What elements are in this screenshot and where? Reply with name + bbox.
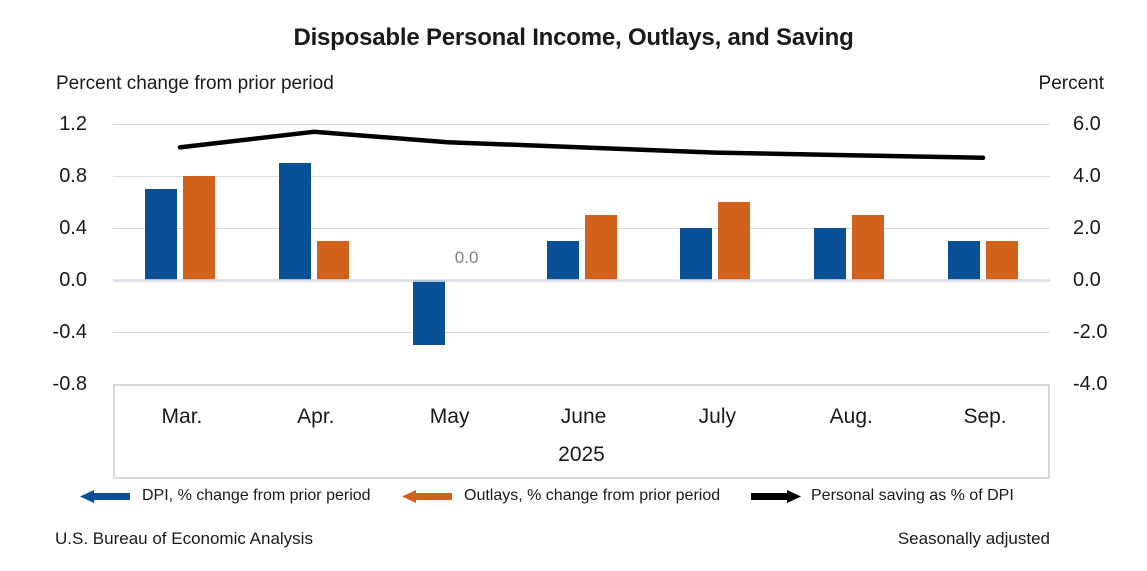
outlays-bar	[584, 215, 617, 280]
left-axis-tick: 0.8	[59, 165, 87, 187]
x-axis-tick-label: Mar.	[161, 405, 203, 428]
grid-line	[113, 123, 1050, 125]
right-axis-tick: 4.0	[1073, 165, 1101, 187]
zero-value-annotation: 0.0	[454, 248, 479, 267]
left-axis-tick: 0.0	[59, 269, 87, 291]
dpi-bar	[546, 241, 579, 280]
saving-line	[177, 129, 986, 161]
plot-area: 0.0	[113, 123, 1050, 385]
x-axis-tick-label: July	[698, 405, 737, 428]
dpi-bar	[278, 163, 311, 280]
x-axis-tick-label: Sep.	[963, 405, 1007, 428]
left-axis-title: Percent change from prior period	[56, 73, 334, 94]
right-axis-tick: 2.0	[1073, 217, 1101, 239]
outlays-bar	[718, 202, 751, 280]
right-axis-tick: -4.0	[1073, 373, 1108, 395]
outlays-bar	[316, 241, 349, 280]
legend-label-saving: Personal saving as % of DPI	[811, 487, 1014, 504]
grid-line	[113, 331, 1050, 333]
x-axis-tick-label: Apr.	[297, 405, 335, 428]
dpi-bar	[680, 228, 713, 280]
left-axis-tick: 0.4	[59, 217, 87, 239]
dpi-arrow-icon	[80, 490, 130, 503]
right-axis-tick: -2.0	[1073, 321, 1108, 343]
grid-line	[113, 175, 1050, 177]
dpi-bar	[412, 280, 445, 345]
left-axis-tick: 1.2	[59, 113, 87, 135]
chart-title: Disposable Personal Income, Outlays, and…	[293, 24, 854, 51]
adjustment-note: Seasonally adjusted	[897, 529, 1050, 548]
left-axis-tick: -0.8	[52, 373, 87, 395]
left-axis-tick: -0.4	[52, 321, 87, 343]
legend-label-dpi: DPI, % change from prior period	[142, 487, 371, 504]
x-axis-label-box: 2025 Mar. Apr. May June July Aug. Sep.	[113, 384, 1050, 479]
right-axis-tick: 6.0	[1073, 113, 1101, 135]
source-note: U.S. Bureau of Economic Analysis	[55, 529, 313, 548]
outlays-bar	[182, 176, 215, 280]
right-axis-tick: 0.0	[1073, 269, 1101, 291]
x-axis-tick-label: May	[429, 405, 470, 428]
x-axis-tick-label: June	[560, 405, 607, 428]
dpi-bar	[144, 189, 177, 280]
legend-label-outlays: Outlays, % change from prior period	[464, 487, 721, 504]
saving-arrow-icon	[751, 490, 801, 503]
outlays-bar	[986, 241, 1019, 280]
dpi-bar	[948, 241, 981, 280]
legend: DPI, % change from prior period Outlays,…	[0, 483, 1147, 511]
dpi-bar	[814, 228, 847, 280]
right-axis-title: Percent	[1038, 73, 1104, 94]
grid-line	[113, 227, 1050, 229]
outlays-arrow-icon	[402, 490, 452, 503]
x-axis-tick-label: Aug.	[829, 405, 873, 428]
saving-line-chart	[177, 129, 986, 161]
zero-gridline-overlay	[113, 278, 1050, 282]
x-axis-year-label: 2025	[558, 443, 605, 466]
outlays-bar	[852, 215, 885, 280]
